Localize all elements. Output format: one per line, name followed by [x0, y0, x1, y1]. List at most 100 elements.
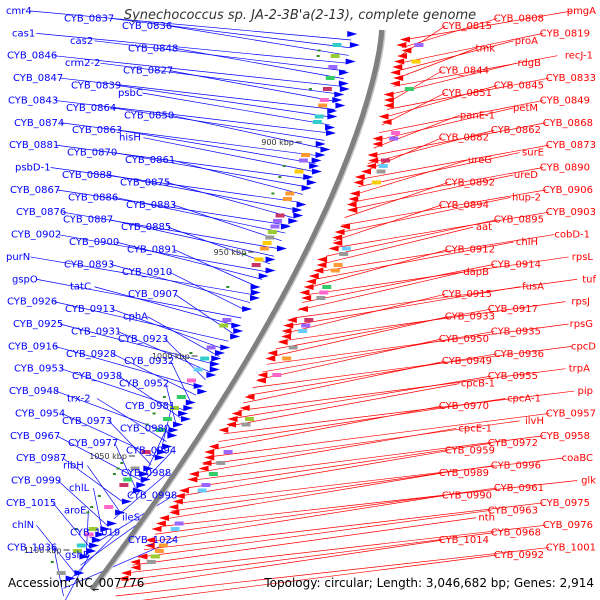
gene-label: CYB_0868 [543, 118, 593, 129]
forward-gene-arrow [339, 69, 350, 76]
gene-label: CYB_0885 [121, 222, 171, 233]
marker-tick [271, 192, 275, 195]
reverse-gene-arrow [169, 509, 180, 516]
reverse-gene-arrow [381, 119, 392, 125]
gene-label: CYB_0950 [439, 334, 489, 345]
reverse-gene-arrow [130, 564, 141, 571]
gene-label: fusA [522, 282, 544, 293]
leader-line [94, 40, 346, 72]
gene-label: proA [515, 36, 538, 47]
forward-gene-arrow [325, 124, 336, 131]
forward-gene-arrow [293, 212, 304, 219]
tick-label: 950 kbp [214, 248, 247, 257]
forward-gene-arrow [143, 465, 154, 472]
reverse-gene-arrow [297, 306, 308, 312]
gene-label: CYB_0996 [491, 461, 541, 472]
feature-box [200, 356, 210, 361]
leader-line [129, 450, 174, 496]
gene-label: CYB_0914 [491, 259, 541, 270]
gene-label: trpA [569, 364, 590, 375]
marker-tick [162, 396, 166, 398]
forward-gene-arrow [211, 355, 222, 362]
gene-label: CYB_0900 [69, 237, 119, 248]
gene-label: recJ-1 [565, 51, 593, 62]
leader-line [340, 189, 547, 226]
gene-label: CYB_0861 [125, 155, 175, 166]
gene-label: ribH [63, 461, 84, 472]
reverse-gene-arrow [267, 350, 278, 356]
leader-line [59, 77, 335, 110]
reverse-gene-arrow [372, 141, 383, 147]
leader-line [173, 249, 259, 288]
leader-line [60, 122, 319, 157]
gene-label: CYB_1019 [70, 528, 120, 539]
reverse-gene-arrow [151, 526, 162, 532]
forward-gene-arrow [139, 471, 150, 477]
gene-label: CYB_0915 [442, 289, 492, 300]
feature-box [304, 318, 314, 322]
gene-label: CYB_0873 [546, 140, 596, 151]
gene-label: dapB [463, 267, 489, 278]
feature-box [76, 543, 86, 548]
reverse-gene-arrow [393, 75, 404, 81]
feature-box [330, 268, 340, 273]
reverse-gene-arrow [399, 36, 410, 43]
leader-line [213, 405, 443, 450]
leader-line [373, 115, 460, 149]
forward-gene-arrow [167, 432, 178, 439]
forward-gene-arrow [327, 108, 338, 114]
feature-box [170, 527, 180, 531]
tick-label: 1050 kbp [89, 452, 127, 461]
leader-line [55, 144, 310, 180]
reverse-gene-arrow [367, 152, 378, 158]
gene-label: CYB_1036 [7, 543, 57, 554]
forward-gene-arrow [115, 509, 126, 516]
forward-gene-arrow [79, 553, 90, 560]
feature-box [154, 549, 164, 553]
reverse-gene-arrow [401, 47, 412, 54]
leader-line [289, 286, 520, 327]
gene-label: CYB_0963 [488, 505, 538, 516]
gene-label: CYB_0977 [68, 438, 118, 449]
forward-gene-arrow [233, 328, 244, 334]
gene-label: CYB_0839 [71, 81, 121, 92]
gene-label: CYB_0998 [127, 490, 177, 501]
gene-label: CYB_0876 [16, 207, 66, 218]
forward-gene-arrow [183, 405, 194, 411]
feature-box [273, 219, 283, 223]
gene-label: CYB_0847 [13, 73, 63, 84]
gene-label: CYB_0888 [62, 170, 112, 181]
forward-gene-arrow [258, 273, 269, 279]
leader-line [187, 442, 492, 489]
reverse-gene-arrow [172, 498, 183, 505]
gene-label: CYB_0893 [64, 259, 114, 270]
feature-box [216, 461, 226, 465]
leader-line [54, 100, 328, 134]
gene-label: CYB_0970 [439, 401, 489, 412]
feature-box [389, 136, 399, 141]
genome-backbone [89, 29, 385, 592]
gene-label: psbD-1 [15, 162, 51, 173]
feature-box [72, 549, 82, 553]
gene-label: CYB_0972 [488, 438, 538, 449]
gene-label: CYB_0948 [9, 386, 59, 397]
reverse-gene-arrow [308, 273, 319, 279]
feature-box [325, 76, 335, 80]
forward-gene-arrow [178, 410, 189, 417]
leader-line [297, 271, 465, 311]
forward-gene-arrow [154, 454, 165, 461]
leader-line [108, 420, 152, 465]
gene-label: CYB_0808 [494, 13, 544, 24]
marker-tick [86, 511, 90, 514]
feature-box [169, 406, 179, 410]
marker-tick [145, 423, 149, 426]
gene-label: trx-2 [67, 394, 91, 405]
leader-line [393, 55, 558, 87]
leader-line [247, 353, 498, 396]
leader-line [65, 554, 90, 600]
forward-gene-arrow [162, 443, 173, 450]
leader-line [164, 338, 206, 381]
forward-gene-arrow [65, 575, 76, 582]
reverse-gene-arrow [231, 410, 242, 417]
reverse-gene-arrow [174, 493, 185, 499]
